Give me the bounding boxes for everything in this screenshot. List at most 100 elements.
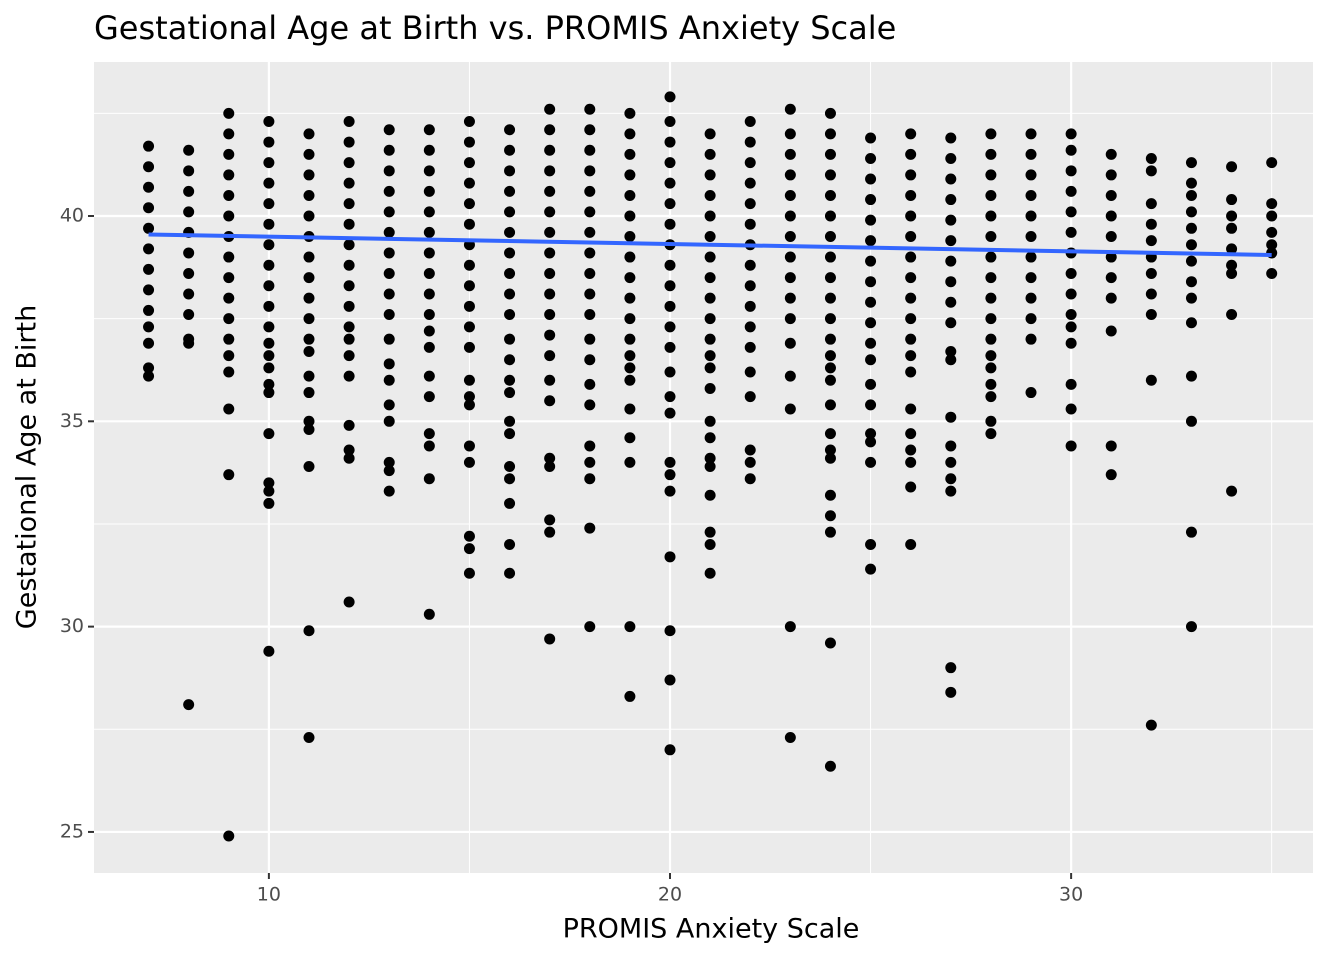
point [1065,378,1077,390]
point [985,189,997,201]
point [905,366,917,378]
point [343,239,355,251]
point [865,152,877,164]
point [263,218,275,230]
point [1105,469,1117,481]
point [1025,189,1037,201]
point [504,497,516,509]
point [784,621,796,633]
point [544,460,556,472]
point [664,116,676,128]
point [664,218,676,230]
point [263,157,275,169]
point [383,309,395,321]
point [1266,210,1278,222]
point [143,321,155,333]
point [1185,317,1197,329]
point [504,415,516,427]
point [905,333,917,345]
point [303,128,315,140]
point [544,329,556,341]
point [1145,719,1157,731]
point [1105,189,1117,201]
point [463,530,475,542]
point [1105,148,1117,160]
point [544,103,556,115]
point [584,103,596,115]
point [905,231,917,243]
point [624,403,636,415]
point [263,280,275,292]
point [1226,222,1238,234]
point [624,169,636,181]
point [985,428,997,440]
point [824,399,836,411]
point [945,214,957,226]
point [343,116,355,128]
point [905,272,917,284]
point [343,370,355,382]
point [1145,152,1157,164]
point [784,189,796,201]
point [704,460,716,472]
point [544,247,556,259]
point [303,345,315,357]
point [1065,440,1077,452]
point [584,144,596,156]
point [664,136,676,148]
point [263,177,275,189]
point [744,218,756,230]
point [624,107,636,119]
point [704,452,716,464]
point [704,489,716,501]
point [1226,243,1238,255]
point [383,185,395,197]
point [343,350,355,362]
point [704,415,716,427]
point [784,292,796,304]
point [343,259,355,271]
point [584,165,596,177]
point [463,440,475,452]
y-tick-label: 30 [60,615,84,637]
point [263,300,275,312]
point [584,288,596,300]
point [624,292,636,304]
point [584,473,596,485]
point [1025,251,1037,263]
point [544,374,556,386]
point [1065,165,1077,177]
point [1105,292,1117,304]
point [504,247,516,259]
point [664,469,676,481]
point [824,313,836,325]
point [423,144,435,156]
point [1145,309,1157,321]
point [865,563,877,575]
point [463,198,475,210]
point [624,148,636,160]
point [1025,148,1037,160]
point [143,243,155,255]
point [463,136,475,148]
point [1185,292,1197,304]
point [223,251,235,263]
point [985,391,997,403]
point [784,103,796,115]
point [223,313,235,325]
point [1105,251,1117,263]
point [223,403,235,415]
point [143,284,155,296]
point [544,185,556,197]
point [905,169,917,181]
point [584,226,596,238]
point [704,567,716,579]
point [183,247,195,259]
point [223,107,235,119]
point [584,621,596,633]
point [865,538,877,550]
point [544,395,556,407]
point [824,452,836,464]
point [664,321,676,333]
point [985,210,997,222]
